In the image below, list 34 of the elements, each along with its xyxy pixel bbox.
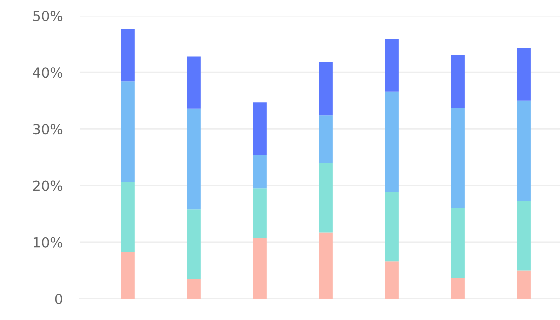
y-tick-label: 10% [34,237,63,248]
bar [121,252,135,299]
bar [451,208,465,278]
bar [385,39,399,92]
bar [187,279,201,299]
bar [385,92,399,192]
bar [517,48,531,101]
bar [517,100,531,202]
bar [187,108,201,210]
bar [385,192,399,262]
bar [385,262,399,299]
bar [121,82,135,182]
bar [517,270,531,299]
bar [121,182,135,252]
bar [319,62,333,116]
bar [121,29,135,82]
bar [451,55,465,108]
bar [253,155,267,189]
y-tick-label: 50% [34,10,63,22]
bar [253,238,267,299]
bar [319,116,333,164]
y-tick-label: 20% [33,180,63,192]
bar [253,102,267,156]
bar [517,201,531,271]
bar [319,232,333,299]
y-tick-label: 0 [55,294,62,304]
bar [451,108,465,208]
y-tick-label: 30% [34,124,63,135]
bar [451,278,465,299]
y-tick-label: 40% [33,68,63,78]
bar [187,56,201,109]
bar [253,188,267,238]
bar [187,210,201,280]
bar [319,163,333,233]
